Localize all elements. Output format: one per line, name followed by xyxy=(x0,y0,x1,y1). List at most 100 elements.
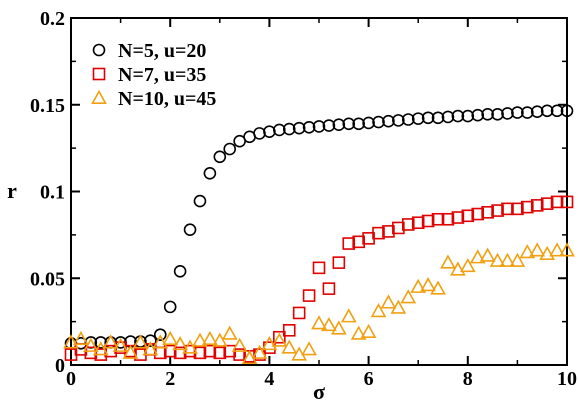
data-point xyxy=(342,117,356,131)
data-point xyxy=(440,254,456,269)
data-point xyxy=(301,341,317,356)
data-point xyxy=(360,323,377,339)
data-point xyxy=(501,202,514,216)
data-point xyxy=(282,323,296,337)
data-points xyxy=(63,104,575,365)
data-point xyxy=(211,332,228,347)
data-point xyxy=(400,289,417,304)
data-point xyxy=(511,106,524,119)
data-point xyxy=(461,209,475,223)
data-point xyxy=(352,235,365,249)
data-point xyxy=(73,330,89,345)
data-point xyxy=(420,277,436,292)
data-point xyxy=(223,142,237,156)
data-point xyxy=(153,328,167,341)
data-point xyxy=(261,336,278,351)
y-axis-label: r xyxy=(7,178,17,203)
data-point xyxy=(92,341,109,356)
data-point xyxy=(471,207,485,221)
x-tick-label: 10 xyxy=(557,368,577,390)
data-point xyxy=(421,214,435,228)
y-tick-label: 0 xyxy=(55,355,65,377)
data-point xyxy=(321,316,337,332)
data-point xyxy=(370,303,387,318)
data-point xyxy=(322,119,336,132)
data-point xyxy=(471,108,485,122)
data-point xyxy=(281,339,298,354)
x-axis-label: σ xyxy=(313,379,325,400)
axis-ticks: 0 2 4 6 8 10 0 0.05 0.1 0.15 0.2 xyxy=(30,8,577,390)
data-point xyxy=(350,325,367,340)
x-tick-label: 8 xyxy=(463,368,473,390)
data-point xyxy=(511,202,524,216)
data-point xyxy=(479,247,496,262)
data-point xyxy=(122,344,139,359)
data-point xyxy=(202,330,218,345)
data-point xyxy=(273,330,286,344)
data-point xyxy=(382,225,395,238)
data-point xyxy=(253,348,266,361)
data-point xyxy=(163,300,177,314)
data-point xyxy=(273,123,286,137)
x-tick-label: 4 xyxy=(264,368,274,390)
data-point xyxy=(302,289,316,302)
data-point xyxy=(302,121,316,134)
x-tick-label: 6 xyxy=(364,368,374,390)
legend-marker xyxy=(92,43,106,57)
data-point xyxy=(430,280,446,295)
data-point xyxy=(162,330,179,345)
data-point xyxy=(152,334,169,349)
data-point xyxy=(362,116,375,130)
data-point xyxy=(102,334,119,349)
data-point xyxy=(431,111,445,125)
data-point xyxy=(451,109,465,123)
data-point xyxy=(312,261,326,275)
data-point xyxy=(521,200,534,214)
data-point xyxy=(63,334,79,349)
data-point xyxy=(450,261,466,276)
data-point xyxy=(411,112,425,125)
data-point xyxy=(441,212,455,226)
data-point xyxy=(352,117,365,131)
legend-label: N=10, u=45 xyxy=(118,88,216,110)
data-point xyxy=(549,242,565,257)
data-point xyxy=(560,195,574,209)
data-point xyxy=(231,337,248,352)
data-point xyxy=(233,348,246,361)
data-point xyxy=(550,195,564,209)
data-point xyxy=(332,118,346,132)
data-point xyxy=(519,244,536,259)
data-point xyxy=(560,104,574,118)
data-point xyxy=(251,344,268,359)
data-point xyxy=(163,344,177,358)
data-point xyxy=(292,121,306,135)
data-point xyxy=(499,252,516,267)
data-point xyxy=(173,265,187,278)
data-point xyxy=(481,107,494,121)
data-point xyxy=(392,114,405,127)
series-3 xyxy=(63,242,575,365)
data-point xyxy=(489,252,506,267)
data-point xyxy=(540,104,554,118)
data-point xyxy=(451,211,465,224)
data-point xyxy=(311,315,327,330)
data-point xyxy=(481,206,494,219)
data-point xyxy=(144,334,157,348)
legend-marker xyxy=(91,89,107,104)
data-point xyxy=(410,278,427,293)
data-point xyxy=(521,106,534,119)
data-point xyxy=(253,127,266,140)
data-point xyxy=(401,218,415,231)
y-tick-label: 0.1 xyxy=(40,182,65,204)
data-point xyxy=(501,107,514,120)
data-point xyxy=(193,194,207,208)
y-tick-label: 0.05 xyxy=(30,268,65,290)
legend-label: N=7, u=35 xyxy=(118,64,206,86)
data-point xyxy=(221,325,238,340)
data-point xyxy=(530,105,544,118)
data-point xyxy=(342,237,356,250)
data-point xyxy=(411,216,425,230)
y-tick-label: 0.2 xyxy=(40,8,65,30)
x-tick-label: 2 xyxy=(165,368,175,390)
data-point xyxy=(312,120,326,133)
